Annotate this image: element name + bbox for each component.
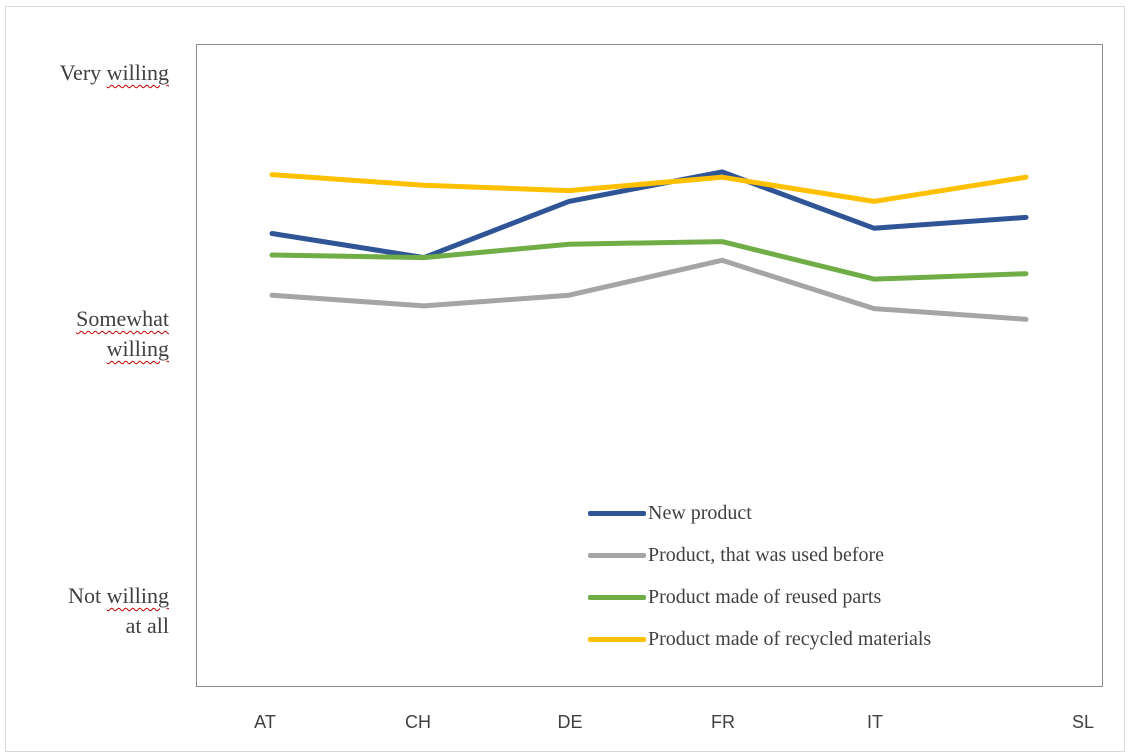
x-tick-label: IT [867, 712, 883, 732]
legend-label: Product, that was used before [648, 543, 885, 566]
legend-item: Product made of reused parts [588, 576, 931, 618]
legend-label: Product made of recycled materials [648, 627, 932, 650]
y-tick-not-willing-at-all: Not willing at all [68, 581, 169, 641]
y-tick-very-willing: Very willing [59, 60, 169, 85]
legend-swatch [588, 594, 646, 600]
series-line-1 [269, 169, 1029, 261]
chart-frame [5, 6, 1125, 752]
legend-swatch [588, 552, 646, 558]
series-line-4 [269, 172, 1029, 204]
legend-label: New product [648, 501, 752, 524]
x-tick-label: SL [1071, 712, 1095, 732]
x-tick-label: AT [254, 712, 276, 732]
legend-item: New product [588, 492, 931, 534]
series-line-2 [269, 257, 1029, 322]
x-tick-label: CH [405, 712, 431, 732]
x-tick-label: FR [711, 712, 735, 732]
y-tick-not-line2: at all [125, 613, 169, 638]
legend-item: Product made of recycled materials [588, 618, 931, 660]
y-tick-somewhat-line1: Somewhat [76, 306, 169, 331]
legend-label: Product made of reused parts [648, 585, 882, 608]
y-tick-not-line1: Not willing [68, 583, 169, 608]
legend: New product Product, that was used befor… [588, 492, 931, 660]
plot-area [196, 44, 1103, 687]
x-tick-label: DE [557, 712, 583, 732]
y-tick-somewhat-willing: Somewhat willing [76, 304, 169, 364]
y-tick-somewhat-line2: willing [106, 336, 169, 361]
legend-swatch [588, 510, 646, 516]
legend-item: Product, that was used before [588, 534, 931, 576]
series-line-3 [269, 239, 1029, 282]
legend-swatch [588, 636, 646, 642]
